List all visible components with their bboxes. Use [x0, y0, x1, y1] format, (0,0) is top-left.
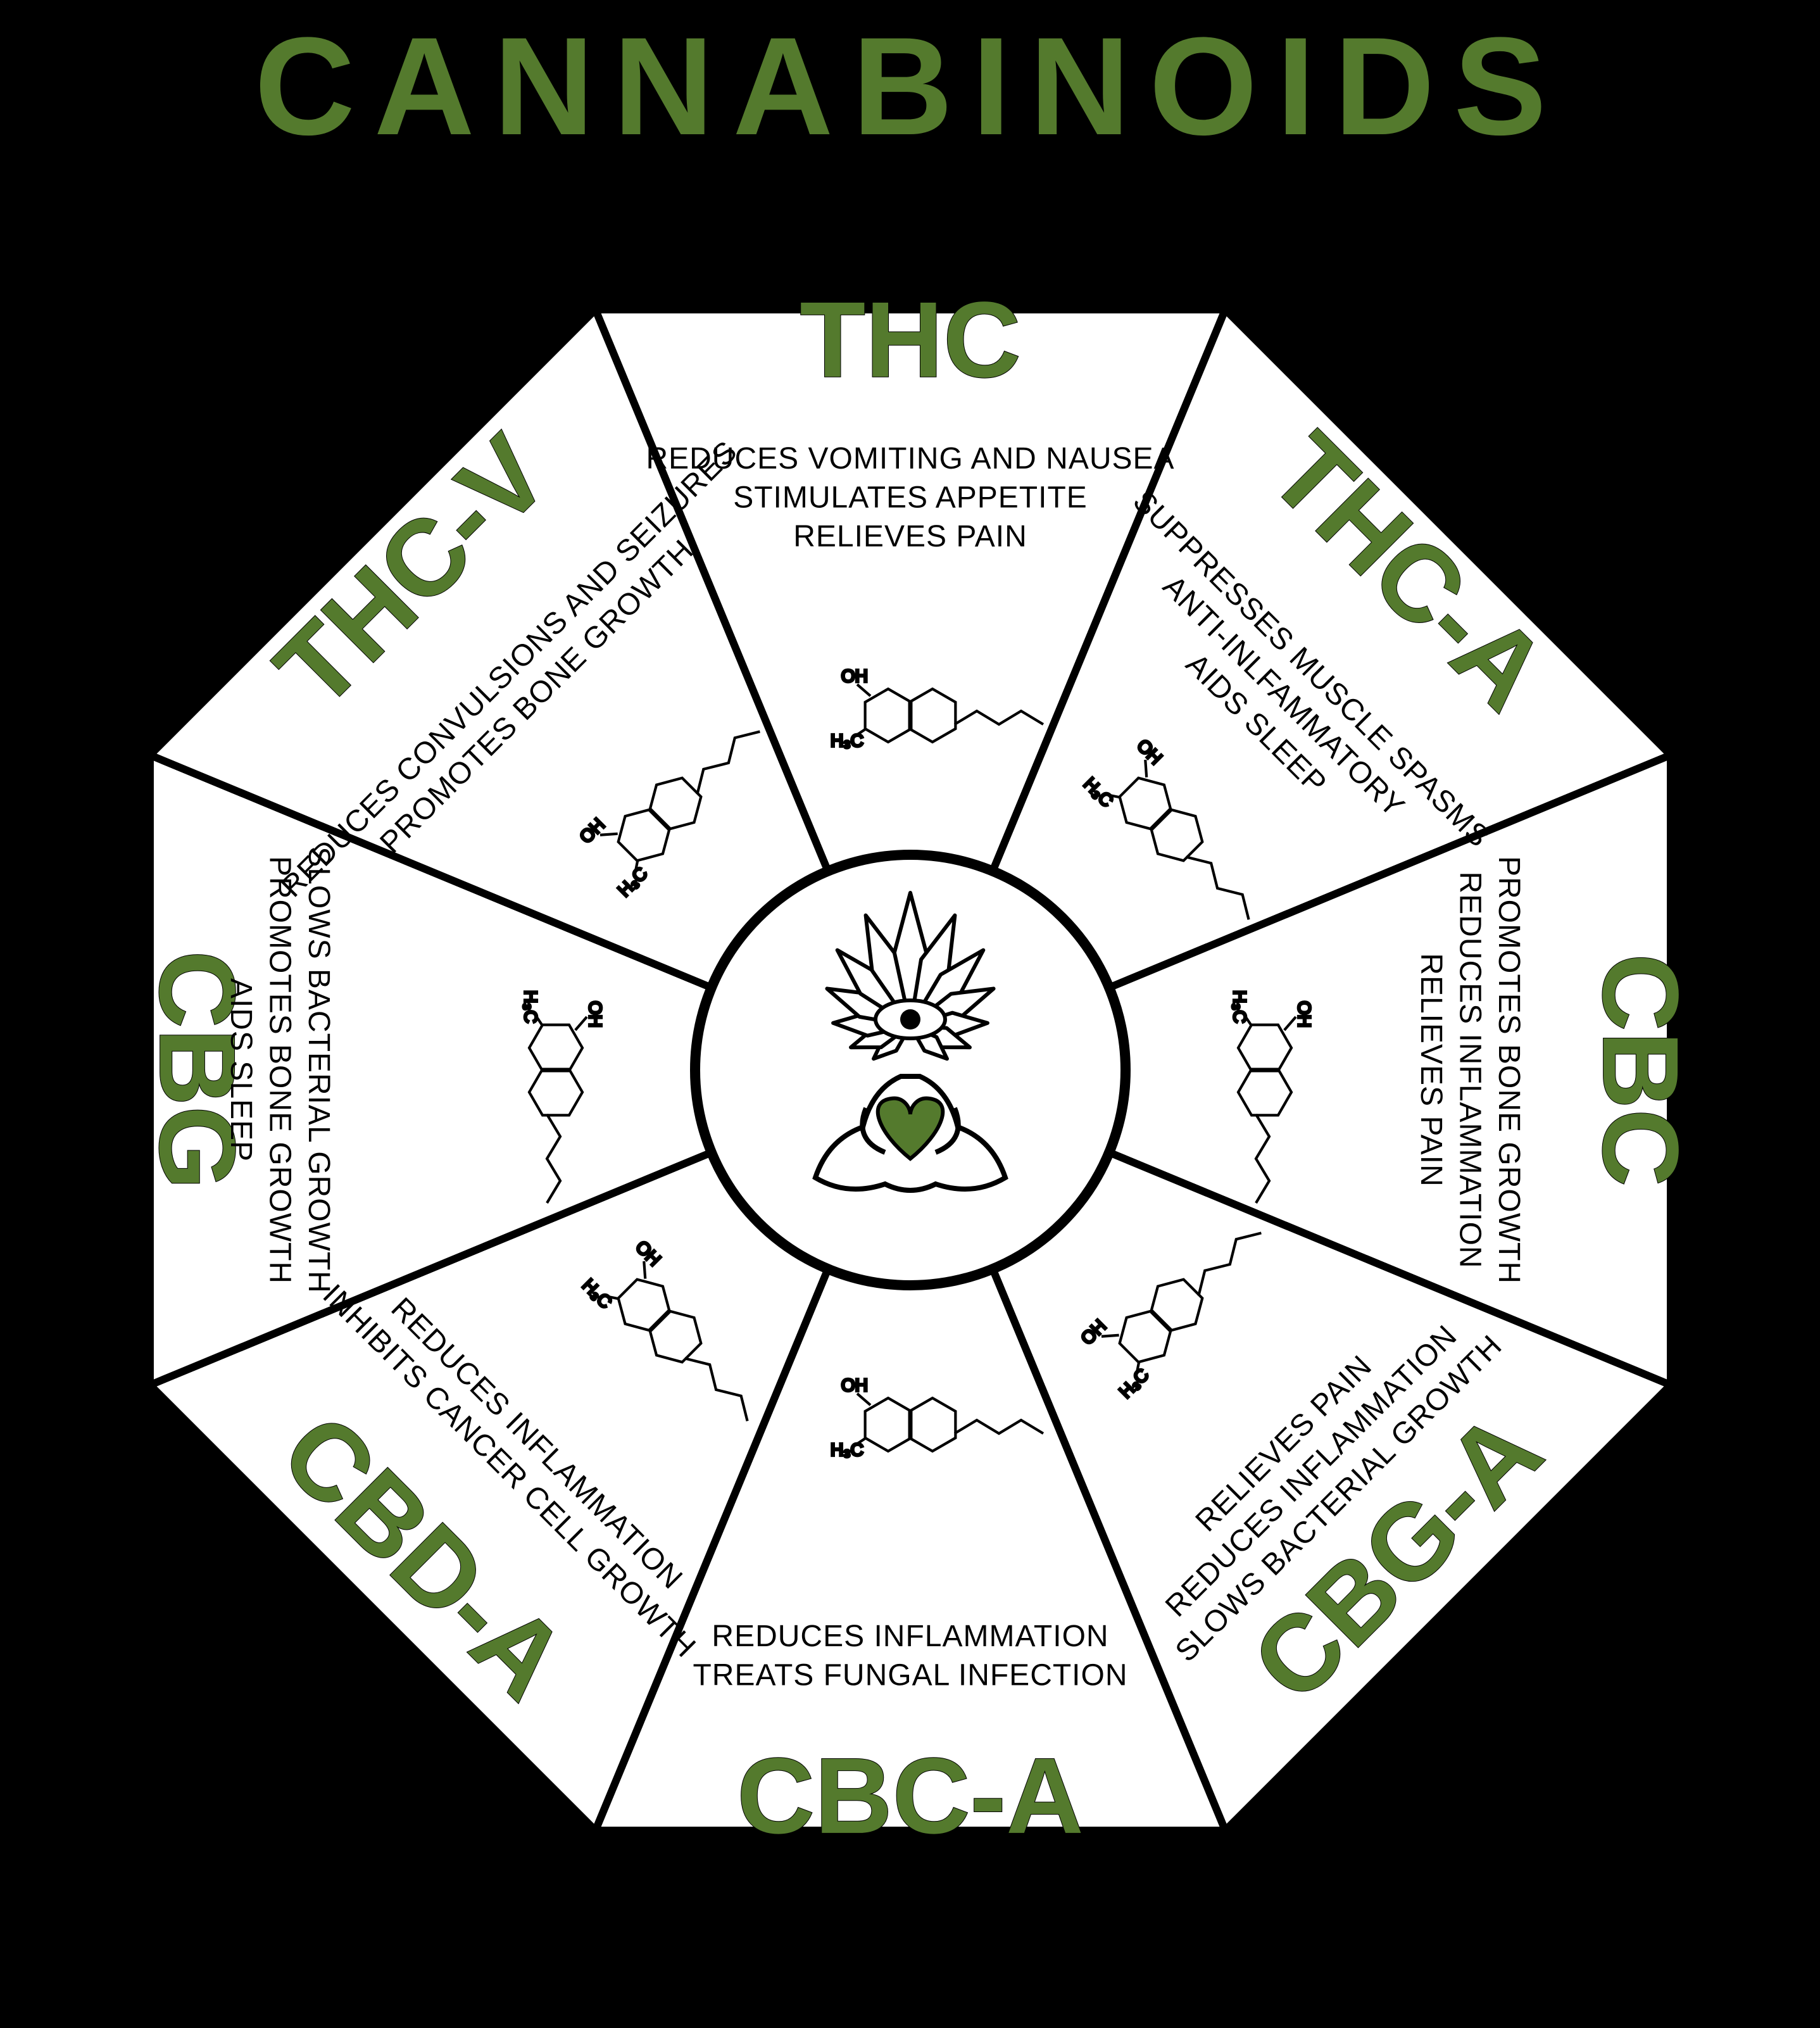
benefit-text: RELIEVES PAIN	[1414, 953, 1448, 1187]
segment-name-thc: THC	[800, 280, 1020, 400]
svg-text:OH: OH	[586, 1001, 605, 1028]
segment-name-cbc-a: CBC-A	[737, 1736, 1084, 1856]
svg-text:H₃C: H₃C	[1230, 990, 1250, 1023]
segment-name-cbc: CBC	[1580, 954, 1700, 1187]
svg-text:OH: OH	[841, 666, 867, 686]
benefit-text: STIMULATES APPETITE	[733, 481, 1088, 514]
benefit-text: TREATS FUNGAL INFECTION	[693, 1658, 1127, 1692]
svg-text:H₃C: H₃C	[521, 990, 541, 1023]
benefit-text: RELIEVES PAIN	[793, 520, 1027, 553]
svg-text:OH: OH	[841, 1375, 867, 1395]
svg-text:H₃C: H₃C	[831, 731, 863, 750]
benefit-text: AIDS SLEEP	[224, 978, 258, 1162]
benefit-text: REDUCES INFLAMMATION	[712, 1620, 1108, 1653]
svg-text:OH: OH	[1295, 1001, 1314, 1028]
benefit-text: SLOWS BACTERIAL GROWTH	[302, 847, 336, 1294]
benefit-text: REDUCES INFLAMMATION	[1453, 871, 1486, 1268]
cannabinoid-wheel: THCREDUCES VOMITING AND NAUSEASTIMULATES…	[56, 215, 1765, 1925]
svg-text:H₃C: H₃C	[831, 1440, 863, 1459]
benefit-text: PROMOTES BONE GROWTH	[1492, 856, 1526, 1284]
page-title: CANNABINOIDS	[254, 6, 1566, 167]
benefit-text: PROMOTES BONE GROWTH	[263, 856, 296, 1284]
